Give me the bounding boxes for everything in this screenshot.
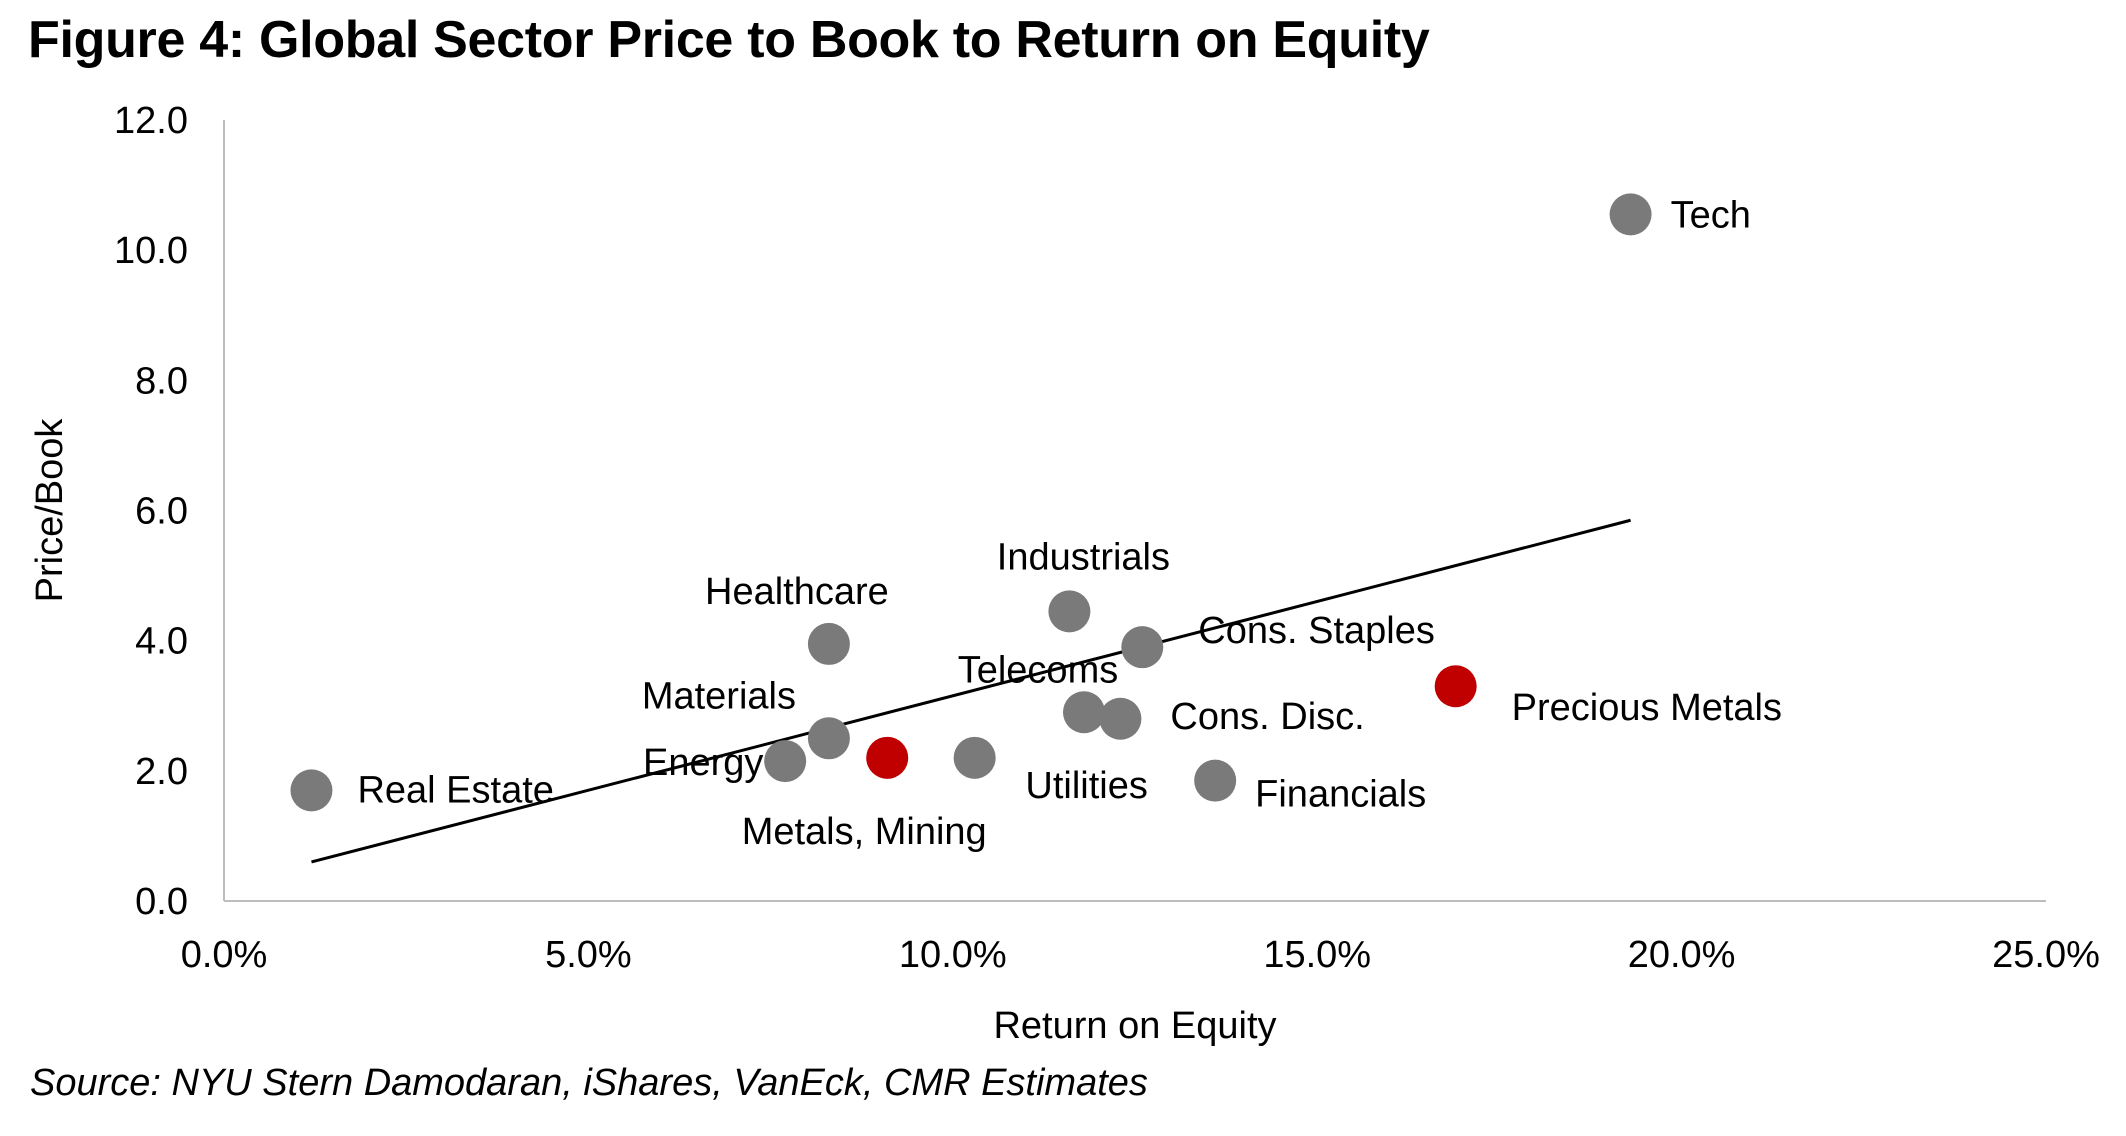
source-note: Source: NYU Stern Damodaran, iShares, Va…	[30, 1062, 1148, 1104]
y-tick-label: 2.0	[135, 751, 188, 793]
point-cons-disc	[1099, 697, 1142, 740]
point-metals-mining	[866, 736, 909, 779]
y-tick-label: 6.0	[135, 491, 188, 533]
trendline	[311, 518, 1631, 864]
point-label-real-estate: Real Estate	[357, 769, 553, 811]
figure-title: Figure 4: Global Sector Price to Book to…	[28, 11, 1430, 69]
point-label-telecoms: Telecoms	[958, 649, 1119, 691]
point-label-healthcare: Healthcare	[705, 571, 889, 613]
point-label-financials: Financials	[1255, 774, 1426, 816]
trendline-group	[311, 518, 1631, 864]
data-points	[290, 193, 1652, 812]
x-tick-label: 20.0%	[1628, 934, 1736, 976]
point-label-utilities: Utilities	[1025, 765, 1147, 807]
x-axis-title: Return on Equity	[993, 1005, 1276, 1047]
point-label-metals-mining: Metals, Mining	[742, 811, 987, 853]
point-label-precious-metals: Precious Metals	[1512, 687, 1782, 729]
point-telecoms	[1062, 691, 1105, 734]
x-tick-label: 5.0%	[545, 934, 632, 976]
point-tech	[1609, 193, 1652, 236]
y-tick-label: 12.0	[114, 100, 188, 142]
point-financials	[1194, 759, 1237, 802]
x-tick-label: 15.0%	[1263, 934, 1371, 976]
chart-axes: 0.0 2.0 4.0 6.0 8.0 10.0 12.0 0.0% 5.0% 10.0% 15.0…	[29, 100, 2100, 1047]
point-real-estate	[290, 769, 333, 812]
y-tick-label: 8.0	[135, 360, 188, 402]
point-utilities	[953, 736, 996, 779]
point-label-cons-disc: Cons. Disc.	[1170, 696, 1364, 738]
point-industrials	[1048, 590, 1091, 633]
point-label-cons-staples: Cons. Staples	[1198, 610, 1435, 652]
point-label-energy: Energy	[643, 742, 763, 784]
point-cons-staples	[1121, 626, 1164, 669]
y-tick-label: 4.0	[135, 621, 188, 663]
x-tick-label: 0.0%	[181, 934, 268, 976]
point-label-tech: Tech	[1671, 194, 1751, 236]
point-label-industrials: Industrials	[997, 536, 1170, 578]
point-labels: Tech Industrials Healthcare Cons. Staples Pr…	[357, 194, 1782, 852]
y-tick-label: 10.0	[114, 230, 188, 272]
x-tick-label: 10.0%	[899, 934, 1007, 976]
y-tick-label: 0.0	[135, 881, 188, 923]
x-tick-label: 25.0%	[1992, 934, 2100, 976]
point-precious-metals	[1434, 665, 1477, 708]
y-axis-title: Price/Book	[29, 418, 71, 603]
point-label-materials: Materials	[642, 675, 796, 717]
point-energy	[764, 740, 807, 783]
point-healthcare	[807, 622, 850, 665]
point-materials	[807, 717, 850, 760]
